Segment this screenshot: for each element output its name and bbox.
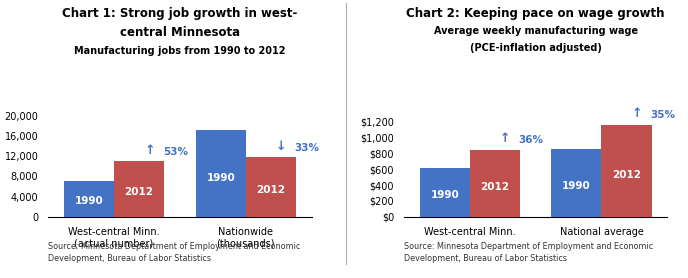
Bar xyxy=(195,130,246,217)
Bar xyxy=(420,168,470,217)
Text: ↓: ↓ xyxy=(276,140,287,153)
Text: Chart 2: Keeping pace on wage growth: Chart 2: Keeping pace on wage growth xyxy=(407,7,665,20)
Text: ↑: ↑ xyxy=(144,144,155,157)
Text: 33%: 33% xyxy=(294,143,319,153)
Text: Chart 1: Strong job growth in west-: Chart 1: Strong job growth in west- xyxy=(62,7,298,20)
Bar xyxy=(470,150,520,217)
Text: ↑: ↑ xyxy=(500,132,510,145)
Text: 1990: 1990 xyxy=(74,196,103,206)
Text: 2012: 2012 xyxy=(480,182,509,192)
Text: 2012: 2012 xyxy=(257,185,286,195)
Text: 1990: 1990 xyxy=(430,190,459,200)
Text: 53%: 53% xyxy=(163,147,188,157)
Text: central Minnesota: central Minnesota xyxy=(120,26,240,39)
Text: 35%: 35% xyxy=(650,110,675,120)
Text: 2012: 2012 xyxy=(125,187,153,197)
Bar xyxy=(551,148,601,217)
Bar xyxy=(114,161,164,217)
Text: 36%: 36% xyxy=(519,135,544,145)
Text: Source: Minnesota Deptartment of Employment and Economic
Development, Bureau of : Source: Minnesota Deptartment of Employm… xyxy=(48,242,301,263)
Text: Source: Minnesota Department of Employment and Economic
Development, Bureau of L: Source: Minnesota Department of Employme… xyxy=(404,242,653,263)
Text: Manufacturing jobs from 1990 to 2012: Manufacturing jobs from 1990 to 2012 xyxy=(74,46,286,56)
Bar xyxy=(64,182,114,217)
Text: Average weekly manufacturing wage: Average weekly manufacturing wage xyxy=(433,26,638,36)
Text: 1990: 1990 xyxy=(562,181,591,191)
Text: (PCE-inflation adjusted): (PCE-inflation adjusted) xyxy=(470,43,601,53)
Text: ↑: ↑ xyxy=(632,107,643,120)
Text: 2012: 2012 xyxy=(612,170,641,180)
Bar xyxy=(246,157,296,217)
Text: 1990: 1990 xyxy=(206,173,235,183)
Bar xyxy=(601,125,652,217)
